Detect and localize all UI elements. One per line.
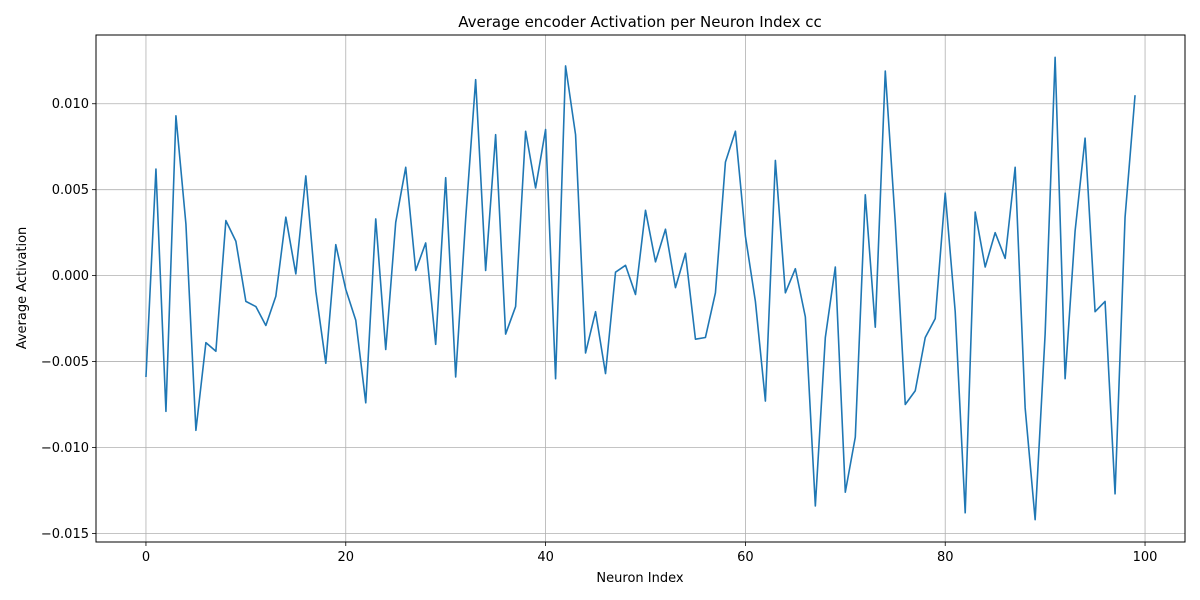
x-tick-label: 20 bbox=[337, 550, 354, 565]
axis-ticks: 0 20 40 60 80 100 −0.015 −0.010 −0.005 0.000 0.005… bbox=[41, 97, 1158, 565]
y-axis-label: Average Activation bbox=[15, 227, 30, 350]
series-layer bbox=[145, 56, 1136, 521]
x-tick-label: 0 bbox=[142, 550, 150, 565]
y-tick-label: −0.015 bbox=[41, 527, 89, 542]
y-tick-label: 0.005 bbox=[52, 183, 89, 198]
y-tick-label: −0.010 bbox=[41, 441, 89, 456]
chart-title: Average encoder Activation per Neuron In… bbox=[458, 13, 822, 31]
x-tick-label: 100 bbox=[1133, 550, 1158, 565]
y-tick-label: 0.010 bbox=[52, 97, 89, 112]
x-axis-label: Neuron Index bbox=[596, 571, 683, 586]
y-tick-label: −0.005 bbox=[41, 355, 89, 370]
plot-area-frame bbox=[95, 34, 1186, 543]
x-tick-label: 80 bbox=[937, 550, 954, 565]
y-tick-label: 0.000 bbox=[52, 269, 89, 284]
grid bbox=[96, 35, 1185, 542]
x-tick-label: 40 bbox=[537, 550, 554, 565]
x-tick-label: 60 bbox=[737, 550, 754, 565]
series-line bbox=[145, 56, 1136, 521]
